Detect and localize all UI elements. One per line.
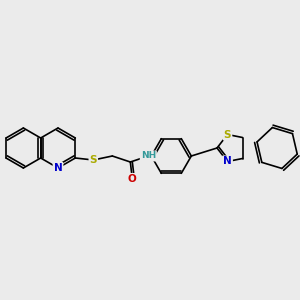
Text: O: O xyxy=(128,174,137,184)
Text: S: S xyxy=(224,130,231,140)
Text: S: S xyxy=(90,155,97,165)
Text: NH: NH xyxy=(141,152,156,160)
Text: N: N xyxy=(54,163,62,173)
Text: N: N xyxy=(223,157,232,166)
